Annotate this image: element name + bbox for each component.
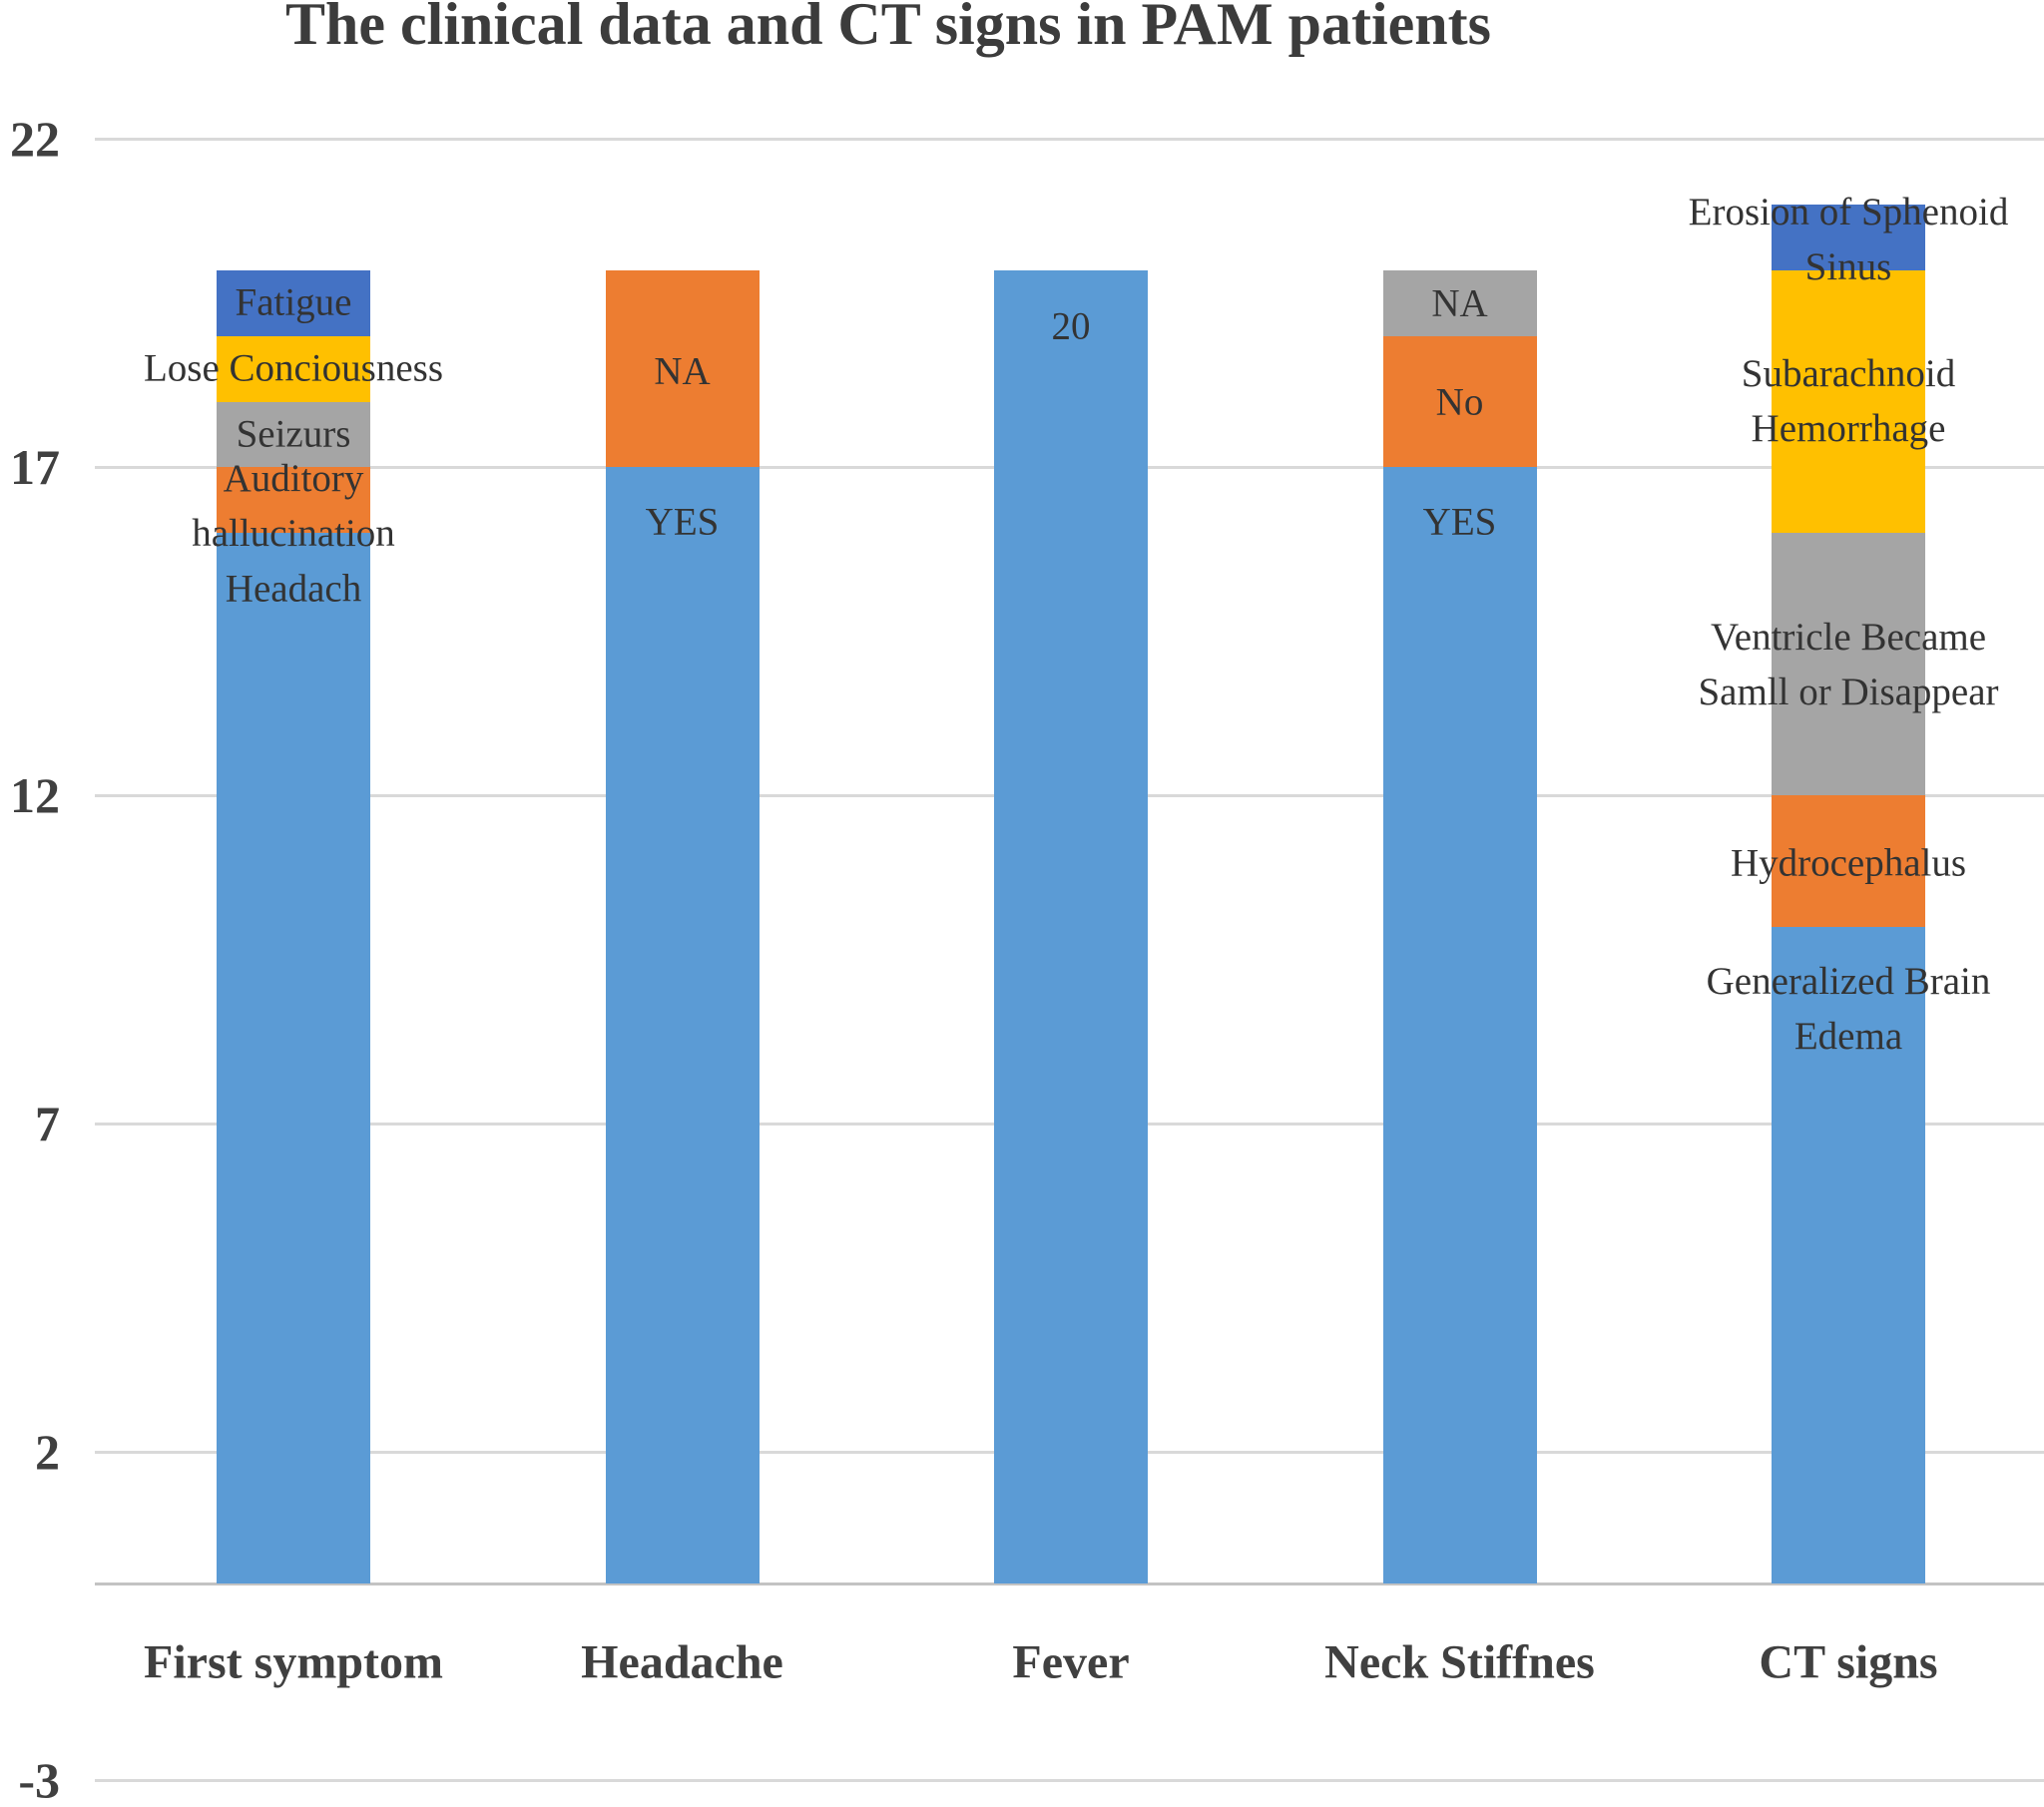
data-label: 20 <box>1052 299 1091 354</box>
bar-segment <box>605 467 760 1583</box>
data-label-line: Lose Conciousness <box>143 346 444 390</box>
data-label: Headach <box>226 562 361 617</box>
bar-segment <box>1772 205 1925 270</box>
chart-title: The clinical data and CT signs in PAM pa… <box>285 0 1491 57</box>
category-label: Fever <box>1012 1635 1130 1689</box>
y-axis-tick-label: 7 <box>35 1096 60 1152</box>
data-label: NA <box>654 344 710 399</box>
data-label-line: Seizurs <box>236 412 351 456</box>
data-label: Fatigue <box>236 275 352 330</box>
bar-segment <box>217 270 370 336</box>
bar-segment <box>1772 270 1925 534</box>
category-label: First symptom <box>144 1635 443 1689</box>
category-label: CT signs <box>1759 1635 1938 1689</box>
data-label-line: Ventricle Became <box>1710 616 1987 659</box>
data-label: NA <box>1431 276 1487 331</box>
y-axis-tick-label: 22 <box>10 111 60 168</box>
bar-segment <box>217 533 370 1583</box>
data-label-line: NA <box>1431 281 1488 325</box>
data-label: No <box>1436 375 1484 430</box>
category-label: Neck Stiffnes <box>1324 1635 1595 1689</box>
data-label-line: Auditory <box>223 457 364 500</box>
bar-segment <box>217 401 370 468</box>
data-label-line: Fatigue <box>235 280 352 324</box>
bar-segment <box>1772 533 1925 796</box>
bar-segment <box>605 270 760 468</box>
data-label-line: YES <box>645 500 720 544</box>
y-axis-tick-label: 17 <box>10 439 60 496</box>
data-label: Auditory hallucination <box>192 451 395 561</box>
bar-segment <box>994 270 1148 1583</box>
data-label-line: NA <box>654 349 711 393</box>
data-label-line: Subarachnoid <box>1741 352 1956 395</box>
data-label-line: Edema <box>1793 1015 1903 1058</box>
bar-segment <box>217 335 370 402</box>
data-label: Hydrocephalus <box>1731 836 1966 891</box>
data-label-line: No <box>1435 380 1484 424</box>
bar-segment <box>217 467 370 534</box>
data-label: YES <box>646 495 720 550</box>
data-label-line: Samll or Disappear <box>1698 671 1999 713</box>
bar-segment <box>1382 270 1537 336</box>
data-label: YES <box>1423 495 1497 550</box>
bar-segment <box>1772 927 1925 1583</box>
data-label-line: Erosion of Sphenoid <box>1688 191 2009 233</box>
data-label: Seizurs <box>237 407 351 462</box>
data-label: Lose Conciousness <box>144 341 443 396</box>
y-axis-tick-label: -3 <box>18 1752 60 1807</box>
bar-segment <box>1382 335 1537 468</box>
data-label: Ventricle Became Samll or Disappear <box>1698 610 1998 719</box>
data-label-line: Headach <box>225 567 362 611</box>
x-axis-line <box>95 1581 2044 1585</box>
data-label-line: 20 <box>1051 304 1091 348</box>
data-label: Generalized Brain Edema <box>1707 954 1991 1064</box>
category-label: Headache <box>581 1635 783 1689</box>
data-label: Erosion of Sphenoid Sinus <box>1689 185 2009 294</box>
data-label-line: YES <box>1422 500 1497 544</box>
data-label-line: hallucination <box>192 512 395 555</box>
bar-segment <box>1382 467 1537 1583</box>
y-axis-tick-label: 12 <box>10 767 60 824</box>
y-axis-tick-label: 2 <box>35 1424 60 1481</box>
data-label-line: Hydrocephalus <box>1730 841 1967 885</box>
data-label: Subarachnoid Hemorrhage <box>1742 346 1955 456</box>
bar-segment <box>1772 795 1925 927</box>
gridline <box>95 137 2044 141</box>
data-label-line: Sinus <box>1804 245 1892 288</box>
data-label-line: Hemorrhage <box>1751 407 1946 450</box>
data-label-line: Generalized Brain <box>1706 960 1991 1003</box>
gridline <box>95 1778 2044 1782</box>
